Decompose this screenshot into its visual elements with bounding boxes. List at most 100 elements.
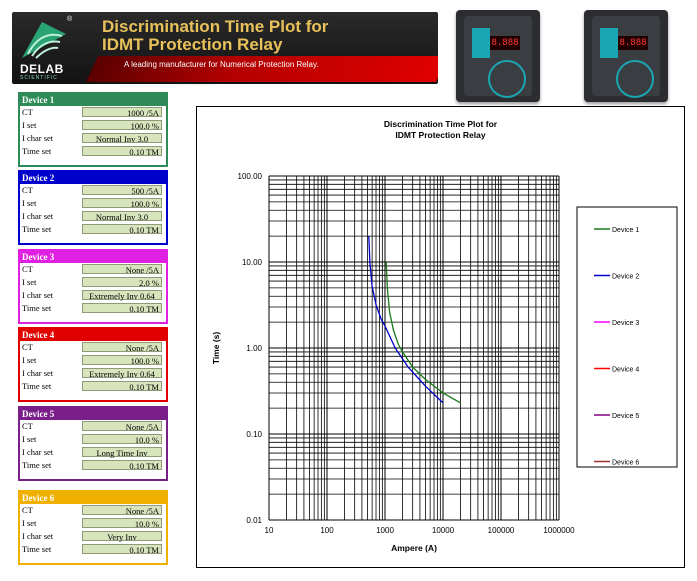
chart-title-line2: IDMT Protection Relay — [395, 130, 486, 140]
device-ct-field[interactable]: None /5A — [82, 264, 162, 275]
device-ct-field[interactable]: None /5A — [82, 505, 162, 516]
series-line-2 — [368, 236, 444, 404]
device-row-iset: I set 10.0 % — [20, 433, 166, 446]
chart-title-line1: Discrimination Time Plot for — [383, 119, 498, 129]
device-iset-field[interactable]: 100.0 % — [82, 198, 162, 209]
device-ichar-field[interactable]: Very Inv — [82, 531, 162, 542]
device-ichar-field[interactable]: Extremely Inv 0.64 — [82, 368, 162, 379]
device-ichar-field[interactable]: Normal Inv 3.0 — [82, 133, 162, 144]
device-panel-4: Device 4 CT None /5A I set 100.0 % I char set… — [18, 327, 168, 402]
device-row-iset: I set 100.0 % — [20, 354, 166, 367]
device-tm-field[interactable]: 0.10 TM — [82, 460, 162, 471]
device-label-iset: I set — [22, 434, 37, 444]
device-title: Device 5 — [20, 408, 166, 420]
device-ct-field[interactable]: None /5A — [82, 342, 162, 353]
device-tm-field[interactable]: 0.10 TM — [82, 224, 162, 235]
legend-label-4: Device 4 — [612, 367, 639, 374]
device-ichar-field[interactable]: Extremely Inv 0.64 — [82, 290, 162, 301]
device-iset-field[interactable]: 100.0 % — [82, 120, 162, 131]
x-tick-label: 10 — [265, 526, 274, 535]
device-iset-field[interactable]: 10.0 % — [82, 434, 162, 445]
device-row-ct: CT None /5A — [20, 504, 166, 517]
legend-box — [576, 206, 678, 468]
device-label-ichar: I char set — [22, 290, 54, 300]
registered-icon: ® — [67, 16, 73, 23]
device-label-iset: I set — [22, 277, 37, 287]
banner-tagline: A leading manufacturer for Numerical Pro… — [124, 60, 319, 69]
legend-label-3: Device 3 — [612, 320, 639, 327]
device-row-ichar: I char set Extremely Inv 0.64 — [20, 367, 166, 380]
device-row-tm: Time set 0.10 TM — [20, 145, 166, 158]
device-label-tm: Time set — [22, 460, 52, 470]
device-panel-3: Device 3 CT None /5A I set 2.0 % I char set Ex… — [18, 249, 168, 324]
device-row-ct: CT 1000 /5A — [20, 106, 166, 119]
device-iset-field[interactable]: 2.0 % — [82, 277, 162, 288]
device-label-iset: I set — [22, 355, 37, 365]
y-tick-label: 10.00 — [242, 258, 263, 267]
device-tm-field[interactable]: 0.10 TM — [82, 303, 162, 314]
device-panel-5: Device 5 CT None /5A I set 10.0 % I char set L… — [18, 406, 168, 481]
device-label-ichar: I char set — [22, 531, 54, 541]
device-tm-field[interactable]: 0.10 TM — [82, 381, 162, 392]
device-row-tm: Time set 0.10 TM — [20, 380, 166, 393]
device-label-ct: CT — [22, 185, 33, 195]
device-ct-field[interactable]: 1000 /5A — [82, 107, 162, 118]
device-row-tm: Time set 0.10 TM — [20, 459, 166, 472]
y-tick-label: 1.00 — [246, 344, 262, 353]
device-row-ct: CT 500 /5A — [20, 184, 166, 197]
legend-label-2: Device 2 — [612, 274, 639, 281]
device-label-tm: Time set — [22, 544, 52, 554]
device-row-tm: Time set 0.10 TM — [20, 223, 166, 236]
y-tick-label: 0.01 — [246, 516, 262, 525]
device-row-tm: Time set 0.10 TM — [20, 302, 166, 315]
device-label-tm: Time set — [22, 146, 52, 156]
device-ichar-field[interactable]: Normal Inv 3.0 — [82, 211, 162, 222]
device-label-ct: CT — [22, 505, 33, 515]
legend-label-6: Device 6 — [612, 460, 639, 467]
x-tick-label: 100000 — [488, 526, 515, 535]
device-label-ichar: I char set — [22, 133, 54, 143]
x-tick-label: 1000 — [376, 526, 394, 535]
device-label-tm: Time set — [22, 303, 52, 313]
device-row-ichar: I char set Extremely Inv 0.64 — [20, 289, 166, 302]
logo-text: DELAB — [20, 62, 64, 76]
device-row-ct: CT None /5A — [20, 263, 166, 276]
chart-frame: Discrimination Time Plot for IDMT Protec… — [196, 106, 685, 568]
device-tm-field[interactable]: 0.10 TM — [82, 544, 162, 555]
device-label-ichar: I char set — [22, 447, 54, 457]
device-title: Device 2 — [20, 172, 166, 184]
banner-title-line2: IDMT Protection Relay — [102, 35, 283, 54]
device-label-tm: Time set — [22, 381, 52, 391]
device-label-iset: I set — [22, 198, 37, 208]
device-iset-field[interactable]: 100.0 % — [82, 355, 162, 366]
chart-svg: 10 100 1000 10000 100000 1000000 0.01 0.10 1.00 1… — [211, 172, 678, 553]
device-panel-1: Device 1 CT 1000 /5A I set 100.0 % I char set… — [18, 92, 168, 167]
device-row-ichar: I char set Very Inv — [20, 530, 166, 543]
relay-keypad — [616, 60, 654, 98]
device-panel-2: Device 2 CT 500 /5A I set 100.0 % I char set N… — [18, 170, 168, 245]
device-title: Device 4 — [20, 329, 166, 341]
relay-display: 8.888 — [618, 36, 648, 50]
x-axis-label: Ampere (A) — [391, 543, 437, 553]
device-row-iset: I set 100.0 % — [20, 197, 166, 210]
device-tm-field[interactable]: 0.10 TM — [82, 146, 162, 157]
device-label-ct: CT — [22, 421, 33, 431]
relay-image-2: 8.888 — [584, 10, 668, 102]
device-label-iset: I set — [22, 518, 37, 528]
device-row-iset: I set 10.0 % — [20, 517, 166, 530]
device-iset-field[interactable]: 10.0 % — [82, 518, 162, 529]
device-ct-field[interactable]: 500 /5A — [82, 185, 162, 196]
device-row-iset: I set 2.0 % — [20, 276, 166, 289]
x-tick-label: 1000000 — [543, 526, 575, 535]
device-row-iset: I set 100.0 % — [20, 119, 166, 132]
y-axis-label: Time (s) — [211, 332, 221, 365]
device-ct-field[interactable]: None /5A — [82, 421, 162, 432]
relay-keypad — [488, 60, 526, 98]
device-label-tm: Time set — [22, 224, 52, 234]
x-tick-label: 10000 — [432, 526, 455, 535]
device-ichar-field[interactable]: Long Time Inv — [82, 447, 162, 458]
device-label-ct: CT — [22, 264, 33, 274]
device-label-iset: I set — [22, 120, 37, 130]
device-title: Device 6 — [20, 492, 166, 504]
relay-image-1: 8.888 — [456, 10, 540, 102]
